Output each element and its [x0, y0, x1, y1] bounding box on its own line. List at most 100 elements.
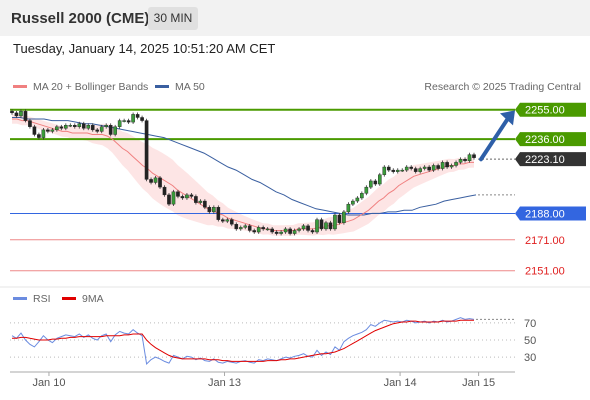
ma20-legend-swatch [13, 85, 27, 88]
time-tick-label: Jan 14 [384, 377, 417, 389]
price-levels [10, 108, 515, 272]
candle-body [400, 169, 405, 172]
rsi-tick-label: 70 [524, 318, 536, 330]
candle-body [288, 228, 292, 234]
forecast-arrow-icon [479, 110, 515, 162]
time-tick-label: Jan 15 [462, 377, 495, 389]
header-bar: Russell 2000 (CME) 30 MIN [0, 0, 590, 36]
candle-body [252, 230, 257, 233]
candle-body [378, 174, 382, 185]
candle-body [41, 129, 46, 138]
rsi-ma-legend-label: 9MA [82, 293, 104, 305]
time-tick-label: Jan 13 [208, 377, 241, 389]
candle-body [59, 126, 64, 129]
candle-body [189, 194, 194, 197]
candle-body [180, 196, 185, 199]
candle-body [265, 228, 270, 231]
candle-body [207, 207, 212, 213]
candle-body [351, 200, 355, 205]
candle-body [234, 224, 239, 230]
candle-body [176, 191, 180, 197]
candle-body [373, 180, 378, 185]
candle-body [108, 125, 113, 135]
candle-body [167, 194, 171, 205]
candle-body [458, 159, 463, 163]
candle-body [37, 134, 41, 138]
candle-body [360, 193, 364, 199]
candle-body [185, 194, 189, 199]
candle-body [19, 111, 23, 117]
candle-body [382, 166, 387, 175]
candle-body [274, 231, 279, 234]
candle-body [324, 222, 328, 230]
rsi-ma-legend-swatch [62, 297, 76, 300]
candle-body [355, 197, 360, 202]
rsi-panel: 70 50 30 [10, 317, 536, 366]
candle-body [404, 166, 409, 171]
candle-body [225, 219, 230, 222]
level-label-2188.00: 2188.00 [525, 208, 565, 220]
level-tag-2223.10 [515, 152, 586, 167]
candle-body [23, 111, 28, 121]
candle-body [28, 120, 32, 127]
candle-body [104, 125, 108, 127]
candle-body [386, 166, 391, 171]
candle-body [221, 219, 225, 222]
candle-body [14, 112, 19, 117]
bollinger-band-area [12, 114, 474, 236]
level-label-2255.00: 2255.00 [525, 105, 565, 117]
forecast-arrow-shaft [479, 116, 510, 162]
candle-body [436, 165, 440, 169]
candle-body [315, 219, 319, 233]
candle-body [153, 177, 158, 183]
candle-body [333, 214, 337, 230]
rsi-tick-label: 50 [524, 335, 536, 347]
candle-body [467, 154, 472, 162]
candle-body [86, 125, 91, 129]
candle-body [68, 125, 73, 127]
candle-body [310, 230, 315, 233]
candle-body [10, 111, 14, 114]
candle-body [391, 169, 396, 172]
rsi-legend-swatch [13, 297, 27, 300]
candle-body [198, 200, 203, 203]
candle-body [50, 129, 55, 132]
candle-body [149, 179, 153, 183]
time-axis-ticks: Jan 10 Jan 13 Jan 14 Jan 15 [32, 372, 495, 389]
candle-body [337, 214, 342, 223]
moving-averages [12, 117, 515, 231]
candle-body [306, 225, 310, 231]
level-label-2151.00: 2151.00 [525, 266, 565, 278]
candle-body [449, 165, 454, 168]
candle-body [171, 191, 176, 205]
candle-body [117, 120, 122, 127]
candle-body [135, 114, 140, 118]
instrument-title: Russell 2000 (CME) [11, 10, 150, 27]
candle-body [32, 126, 37, 135]
candle-body [194, 196, 198, 203]
candle-body [261, 227, 265, 230]
ma20-line [12, 118, 474, 231]
candle-body [283, 228, 288, 233]
candle-body [243, 225, 248, 228]
candle-body [144, 120, 149, 180]
candle-body [64, 125, 68, 129]
candle-body [55, 126, 59, 131]
candle-body [369, 180, 373, 188]
level-tag-2188.00 [515, 206, 586, 221]
candle-body [238, 227, 243, 230]
candle-body [81, 123, 86, 129]
candle-body [292, 230, 297, 234]
candle-body [422, 166, 427, 169]
ma50-legend-swatch [155, 85, 169, 88]
candle-body [72, 125, 77, 127]
candle-body [301, 225, 306, 230]
rsi-ma-line [12, 319, 474, 362]
candle-body [472, 154, 476, 158]
candle-body [463, 159, 467, 162]
candle-body [395, 169, 400, 172]
timeframe-button[interactable]: 30 MIN [148, 7, 198, 30]
candle-body [140, 117, 144, 121]
candle-body [113, 126, 117, 135]
candle-body [126, 120, 131, 123]
